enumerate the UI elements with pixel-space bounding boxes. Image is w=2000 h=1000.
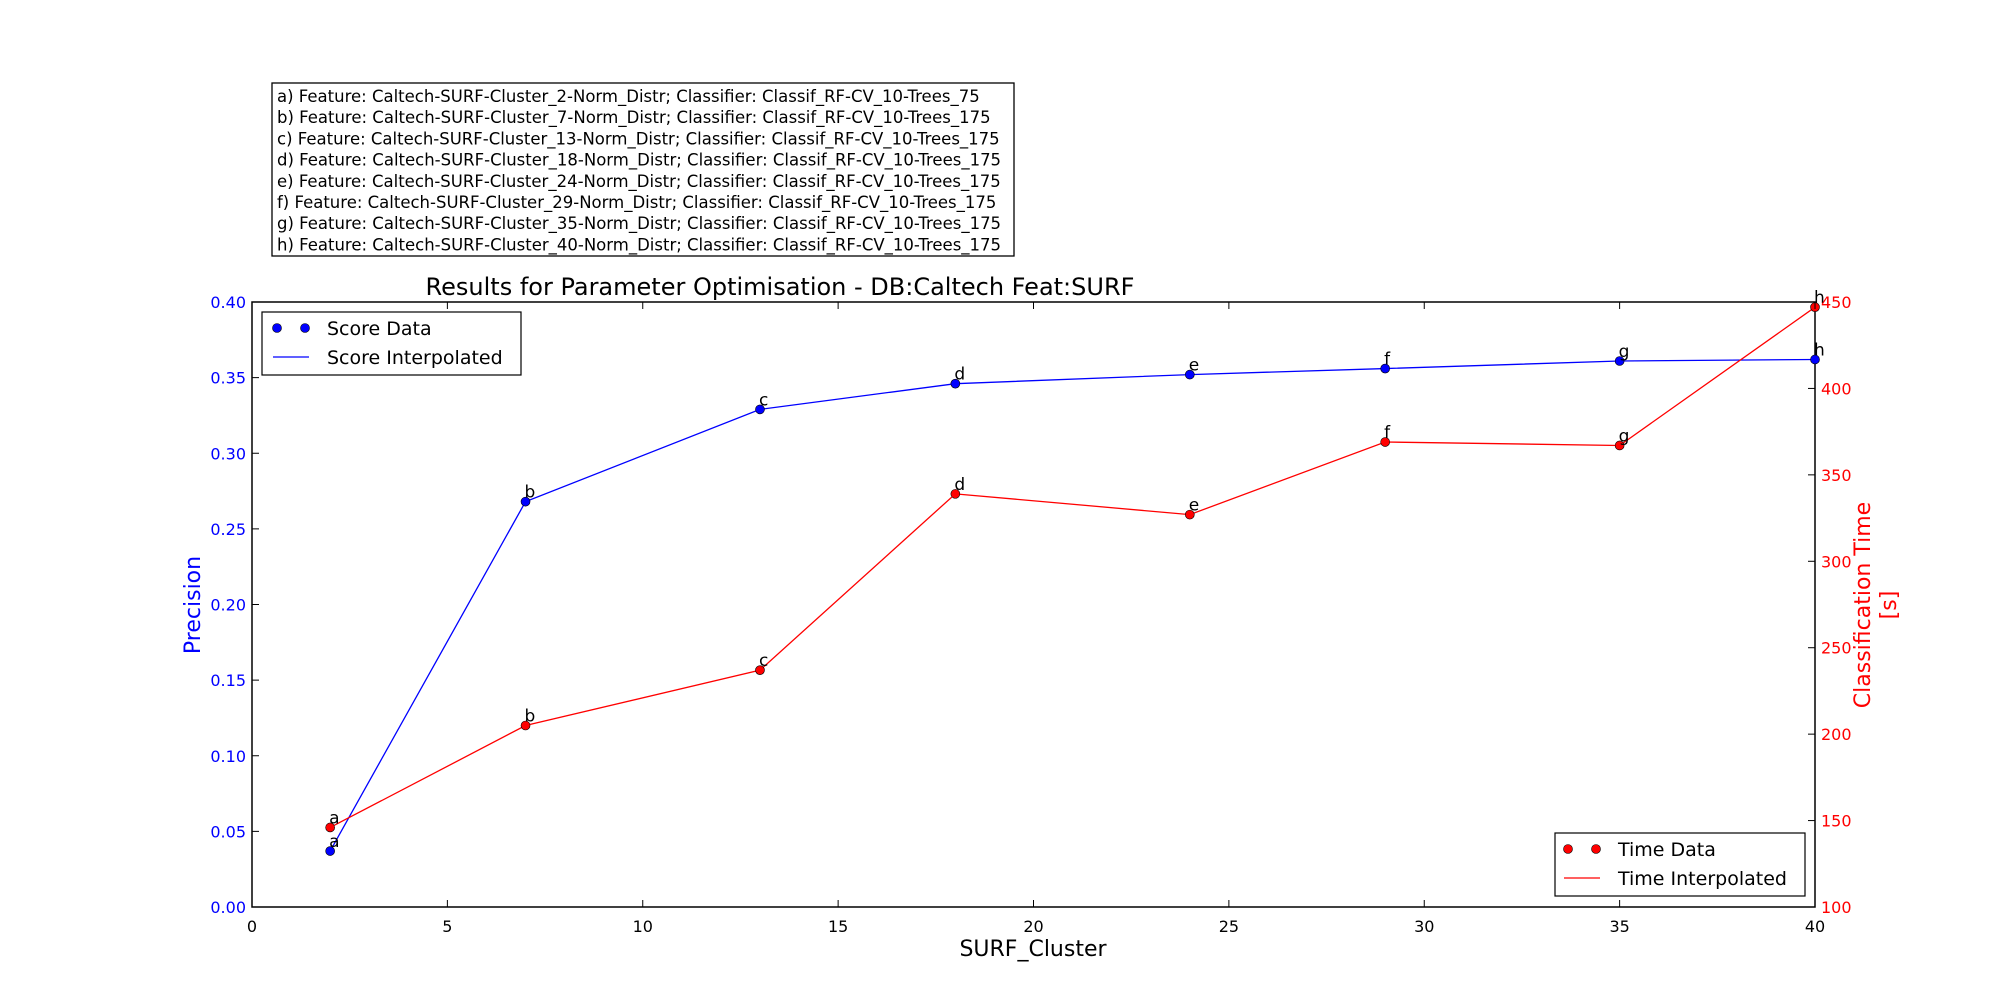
score-point-label: a [329, 832, 339, 852]
time-data-point [755, 665, 765, 675]
series-lines [329, 306, 1816, 852]
info-box-frame [271, 82, 1015, 257]
time-point-label: c [759, 651, 768, 671]
y-axis-right: 100 150 200 250 300 350 400 450 [1808, 293, 1852, 917]
y-tick-label-right: 100 [1821, 898, 1852, 917]
info-box-line: a) Feature: Caltech-SURF-Cluster_2-Norm_… [277, 87, 980, 107]
score-data-point [325, 846, 335, 856]
legend-time-interp-label: Time Interpolated [1617, 868, 1787, 890]
y-tick-label-right: 300 [1821, 552, 1852, 571]
x-tick-label: 15 [828, 917, 848, 936]
info-box-line: h) Feature: Caltech-SURF-Cluster_40-Norm… [277, 235, 1001, 255]
y-tick-label-left: 0.40 [210, 293, 246, 312]
y-axis-label-right-line2: [s] [1877, 591, 1902, 620]
time-point-label: g [1619, 426, 1630, 446]
time-data-point [950, 489, 961, 499]
time-data-point [1185, 509, 1195, 520]
time-point-label: a [329, 808, 339, 828]
x-tick-label: 35 [1609, 917, 1629, 936]
time-point-label: b [525, 707, 536, 727]
time-interpolated-line [329, 306, 1816, 829]
time-data-point [520, 720, 531, 731]
score-data-point [1185, 369, 1195, 380]
y-tick-label-left: 0.35 [210, 369, 246, 388]
score-data-point [1810, 354, 1820, 365]
info-box-line: d) Feature: Caltech-SURF-Cluster_18-Norm… [277, 151, 1001, 171]
y-tick-label-left: 0.20 [210, 596, 246, 615]
legend-score: Score Data Score Interpolated [261, 311, 522, 376]
score-data-point [1614, 356, 1625, 366]
legend-time-marker [1591, 844, 1601, 854]
time-data-point [325, 822, 335, 833]
info-box-lines: a) Feature: Caltech-SURF-Cluster_2-Norm_… [277, 87, 1001, 255]
info-box-line: c) Feature: Caltech-SURF-Cluster_13-Norm… [277, 129, 1000, 149]
y-tick-label-left: 0.05 [210, 822, 246, 841]
x-tick-label: 20 [1023, 917, 1043, 936]
y-axis-left: 0.00 0.05 0.10 0.15 0.20 0.25 0.30 0.35 0.40 [210, 293, 259, 917]
legend-score-frame [261, 311, 522, 376]
time-point-label: e [1189, 496, 1199, 516]
x-tick-label: 25 [1219, 917, 1239, 936]
score-point-label: f [1384, 350, 1391, 370]
legend-score-marker [300, 323, 310, 333]
score-data-point [950, 378, 961, 389]
score-data-point [755, 404, 765, 415]
score-point-label: d [954, 365, 965, 385]
x-tick-label: 30 [1414, 917, 1434, 936]
info-box-line: f) Feature: Caltech-SURF-Cluster_29-Norm… [277, 193, 996, 213]
info-box-line: g) Feature: Caltech-SURF-Cluster_35-Norm… [277, 214, 1001, 234]
score-point-label: g [1619, 342, 1630, 362]
point-labels: a b c d e f g h a b c d e f g h [329, 288, 1825, 852]
x-axis-label: SURF_Cluster [959, 937, 1107, 962]
score-interpolated-line [329, 358, 1816, 852]
legend-time-data-label: Time Data [1617, 839, 1716, 861]
score-point-label: b [525, 483, 536, 503]
legend-score-data-label: Score Data [327, 318, 432, 340]
y-tick-label-right: 150 [1821, 812, 1852, 831]
legend-score-marker [272, 323, 282, 333]
score-data-point [1380, 363, 1390, 374]
y-tick-label-right: 400 [1821, 379, 1852, 398]
x-tick-label: 5 [442, 917, 452, 936]
score-point-label: h [1814, 340, 1825, 360]
plot-frame [251, 301, 1816, 908]
time-point-label: d [954, 475, 965, 495]
time-point-label: h [1814, 288, 1825, 308]
info-box-line: e) Feature: Caltech-SURF-Cluster_24-Norm… [277, 172, 1001, 192]
y-tick-label-left: 0.25 [210, 520, 246, 539]
time-data-point [1614, 440, 1625, 451]
y-tick-label-right: 450 [1821, 293, 1852, 312]
y-axis-label-left: Precision [181, 556, 206, 654]
series-points [325, 302, 1820, 856]
legend-time-marker [1563, 844, 1573, 854]
time-point-label: f [1384, 423, 1391, 443]
y-tick-label-left: 0.10 [210, 747, 246, 766]
score-point-label: e [1189, 356, 1199, 376]
y-axis-label-right-line1: Classification Time [1851, 502, 1876, 708]
info-box-line: b) Feature: Caltech-SURF-Cluster_7-Norm_… [277, 108, 991, 128]
y-axis-label-right: Classification Time [s] [1851, 502, 1902, 708]
x-tick-label: 0 [247, 917, 257, 936]
x-tick-label: 40 [1805, 917, 1825, 936]
legend-time-frame [1554, 832, 1806, 897]
y-tick-label-right: 250 [1821, 639, 1852, 658]
y-tick-label-right: 350 [1821, 466, 1852, 485]
y-tick-label-left: 0.15 [210, 671, 246, 690]
legend-score-interp-label: Score Interpolated [327, 347, 503, 369]
score-data-point [520, 496, 531, 507]
chart-title: Results for Parameter Optimisation - DB:… [426, 273, 1135, 301]
y-tick-label-left: 0.30 [210, 444, 246, 463]
info-box: a) Feature: Caltech-SURF-Cluster_2-Norm_… [271, 82, 1015, 257]
y-tick-label-left: 0.00 [210, 898, 246, 917]
score-point-label: c [759, 390, 768, 410]
legend-time: Time Data Time Interpolated [1554, 832, 1806, 897]
x-axis: 0 5 10 15 20 25 30 35 40 [247, 302, 1825, 936]
x-tick-label: 10 [633, 917, 653, 936]
time-data-point [1380, 437, 1390, 447]
y-tick-label-right: 200 [1821, 725, 1852, 744]
